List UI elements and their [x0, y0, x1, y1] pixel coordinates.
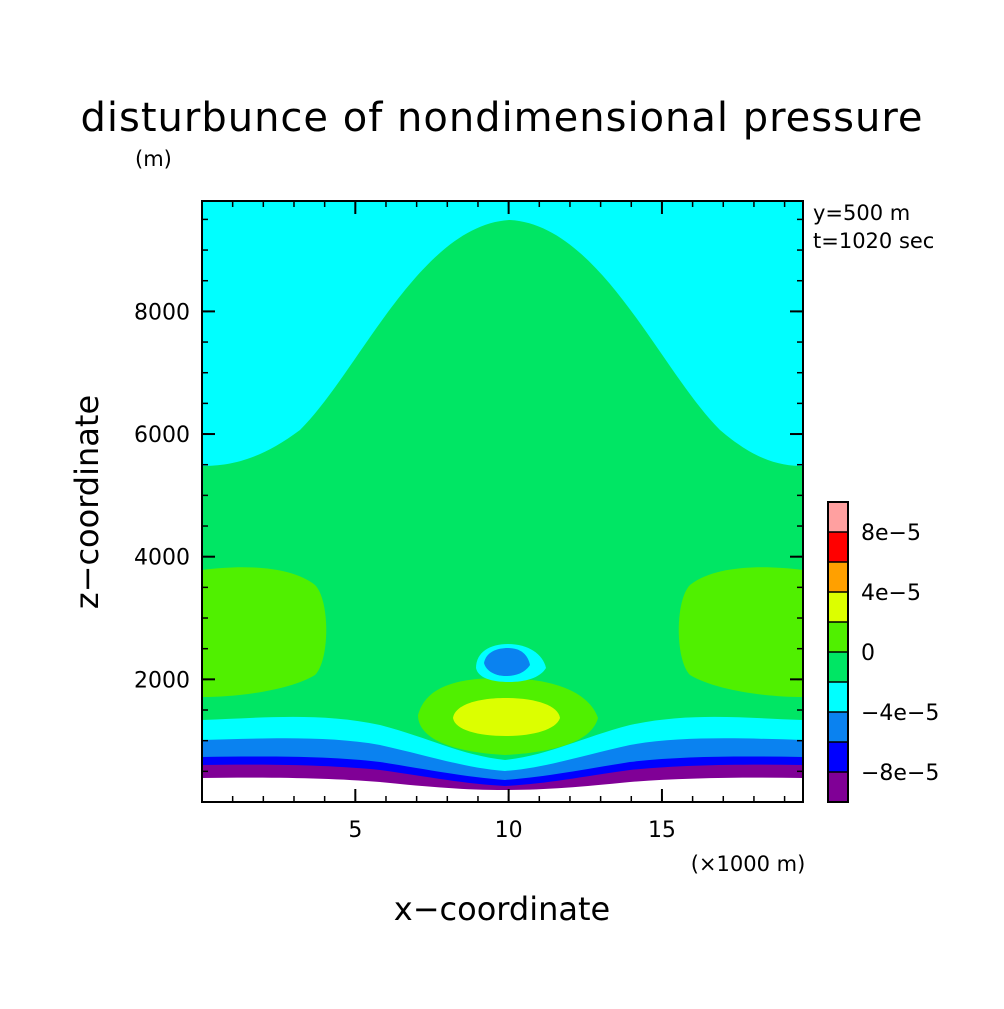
colorbar-tick-label: 8e−5: [861, 521, 921, 546]
annotation-t: t=1020 sec: [813, 229, 934, 253]
colorbar-swatch: [828, 772, 848, 802]
y-axis-title: z−coordinate: [68, 395, 106, 609]
y-tick-label: 4000: [134, 546, 190, 571]
y-tick-label: 8000: [134, 300, 190, 325]
y-tick-label: 2000: [134, 668, 190, 693]
colorbar-tick-label: 0: [861, 641, 875, 666]
x-axis-title: x−coordinate: [394, 890, 610, 928]
colorbar-tick-label: −8e−5: [861, 761, 939, 786]
colorbar-frame: [827, 501, 849, 803]
plot-frame: [201, 200, 804, 803]
contour-field: [202, 201, 803, 802]
fill-below-ground: [202, 777, 803, 802]
colorbar-swatch: [828, 682, 848, 712]
colorbar-swatch: [828, 712, 848, 742]
chart-title: disturbunce of nondimensional pressure: [81, 95, 924, 141]
colorbar-swatch: [828, 562, 848, 592]
colorbar-tick-label: −4e−5: [861, 701, 939, 726]
fill-left-lobe: [202, 567, 327, 697]
x-unit-label: (×1000 m): [691, 852, 806, 876]
fill-right-lobe: [678, 567, 803, 697]
x-tick-label: 5: [348, 818, 362, 843]
minor-ticks: [202, 201, 803, 802]
colorbar-swatch: [828, 592, 848, 622]
annotation-y: y=500 m: [813, 201, 910, 225]
y-unit-label: (m): [135, 147, 172, 171]
colorbar-swatch: [828, 502, 848, 532]
major-ticks: [202, 201, 803, 802]
colorbar-tick-label: 4e−5: [861, 581, 921, 606]
x-tick-label: 15: [648, 818, 676, 843]
fill-blue-cell: [484, 648, 530, 676]
tick-labels: 5 10 15 2000 4000 6000 8000: [134, 300, 676, 843]
fill-center-maximum: [453, 698, 560, 736]
colorbar-swatch: [828, 622, 848, 652]
colorbar-swatch: [828, 742, 848, 772]
colorbar-swatch: [828, 532, 848, 562]
y-tick-label: 6000: [134, 423, 190, 448]
fill-upper-cyan-region: [202, 201, 803, 466]
x-tick-label: 10: [495, 818, 523, 843]
colorbar: −8e−5 −4e−5 0 4e−5 8e−5: [827, 501, 939, 803]
colorbar-swatch: [828, 652, 848, 682]
